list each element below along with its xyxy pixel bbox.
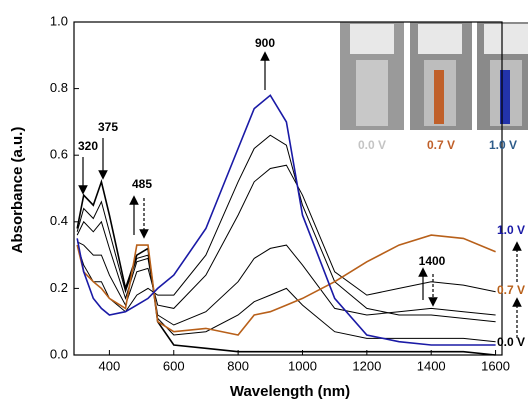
spectrum-line — [76, 94, 496, 346]
annotation: 375 — [98, 120, 118, 134]
y-axis-title: Absorbance (a.u.) — [9, 127, 26, 254]
x-tick-label: 1200 — [352, 358, 381, 373]
spectrum-line — [76, 164, 496, 309]
spectrum-line — [76, 178, 496, 356]
annotation: 900 — [255, 36, 275, 50]
series-label: 0.7 V — [497, 283, 525, 297]
vial-cap — [418, 24, 462, 54]
x-tick-label: 800 — [227, 358, 249, 373]
photo-label: 0.7 V — [427, 138, 455, 152]
x-tick-label: 600 — [163, 358, 185, 373]
x-tick-label: 1600 — [481, 358, 510, 373]
y-tick-label: 0.0 — [50, 346, 68, 361]
spectrum-line — [76, 134, 496, 323]
plot-frame — [73, 21, 503, 356]
photo-label: 1.0 V — [489, 138, 517, 152]
electrode — [500, 70, 510, 124]
annotation: 320 — [78, 139, 98, 153]
vial — [356, 60, 388, 126]
vial-cap — [350, 24, 394, 54]
y-tick-label: 0.4 — [50, 213, 68, 228]
spectrum-line — [76, 234, 496, 336]
y-tick-label: 0.2 — [50, 280, 68, 295]
spectrum-line — [76, 200, 496, 343]
photos — [340, 22, 528, 130]
x-tick-label: 1000 — [288, 358, 317, 373]
electrode — [434, 70, 444, 124]
series-label: 0.0 V — [497, 335, 525, 349]
spectrum-line — [76, 220, 496, 326]
y-tick-label: 0.8 — [50, 80, 68, 95]
vial-cap — [484, 24, 528, 54]
annotation: 485 — [132, 177, 152, 191]
x-axis-title: Wavelength (nm) — [230, 383, 350, 400]
series-label: 1.0 V — [497, 223, 525, 237]
y-tick-label: 0.6 — [50, 147, 68, 162]
annotation: 1400 — [419, 254, 446, 268]
x-tick-label: 400 — [99, 358, 121, 373]
x-tick-label: 1400 — [417, 358, 446, 373]
photo-label: 0.0 V — [358, 138, 386, 152]
y-tick-label: 1.0 — [50, 13, 68, 28]
